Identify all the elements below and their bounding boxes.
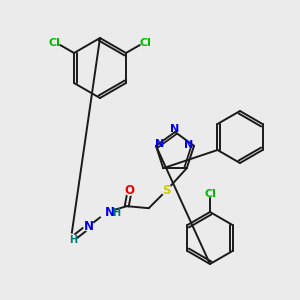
Circle shape bbox=[84, 221, 94, 231]
Circle shape bbox=[162, 185, 172, 195]
Text: H: H bbox=[112, 208, 120, 218]
Circle shape bbox=[65, 234, 77, 246]
Text: N: N bbox=[105, 206, 115, 219]
Text: N: N bbox=[184, 140, 194, 150]
Text: Cl: Cl bbox=[48, 38, 60, 48]
Text: N: N bbox=[170, 124, 180, 134]
Circle shape bbox=[100, 205, 114, 219]
Text: O: O bbox=[125, 184, 135, 197]
Circle shape bbox=[125, 185, 135, 195]
Text: Cl: Cl bbox=[204, 189, 216, 199]
Text: N: N bbox=[155, 139, 165, 149]
Text: H: H bbox=[69, 235, 77, 245]
Text: N: N bbox=[84, 220, 94, 233]
Text: Cl: Cl bbox=[140, 38, 152, 48]
Text: S: S bbox=[163, 184, 171, 197]
